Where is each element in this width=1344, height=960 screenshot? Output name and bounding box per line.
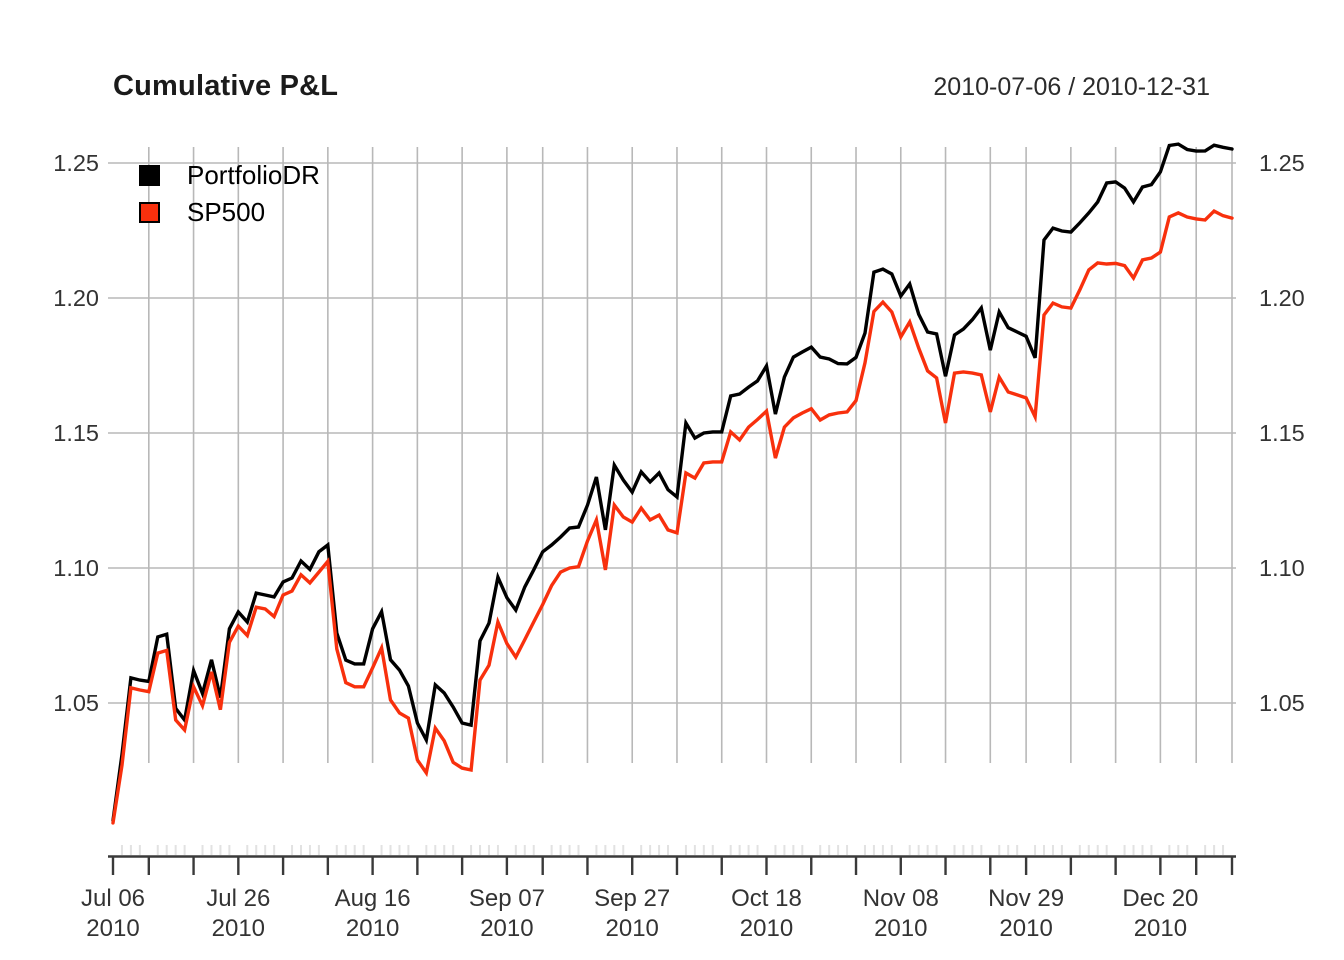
- y-tick-label-left: 1.20: [53, 285, 99, 311]
- x-tick-label: Dec 20: [1122, 885, 1198, 912]
- legend: PortfolioDR SP500: [139, 162, 320, 225]
- y-tick-label-left: 1.15: [53, 420, 99, 446]
- x-tick-label: Sep 07: [469, 885, 545, 912]
- legend-label-portfoliodr: PortfolioDR: [187, 160, 320, 190]
- x-tick-label-year: 2010: [346, 915, 399, 942]
- y-tick-label-right: 1.20: [1259, 285, 1305, 311]
- y-tick-label-right: 1.15: [1259, 420, 1305, 446]
- x-tick-label: Jul 26: [206, 885, 270, 912]
- x-tick-label-year: 2010: [740, 915, 793, 942]
- legend-item-portfoliodr: PortfolioDR: [139, 162, 320, 188]
- x-tick-label-year: 2010: [212, 915, 265, 942]
- x-tick-label: Sep 27: [594, 885, 670, 912]
- x-tick-label: Nov 29: [988, 885, 1064, 912]
- y-tick-label-left: 1.10: [53, 555, 99, 581]
- legend-label-sp500: SP500: [187, 197, 266, 227]
- sp500-swatch-icon: [139, 201, 160, 223]
- x-tick-label-year: 2010: [1134, 915, 1187, 942]
- x-tick-label: Aug 16: [335, 885, 411, 912]
- y-tick-label-left: 1.05: [53, 690, 99, 716]
- x-tick-label: Nov 08: [863, 885, 939, 912]
- series-line-portfoliodr: [111, 142, 1234, 823]
- chart-title: Cumulative P&L: [113, 70, 339, 102]
- x-tick-label-year: 2010: [606, 915, 659, 942]
- legend-item-sp500: SP500: [139, 199, 320, 225]
- series-line-sp500: [111, 209, 1234, 825]
- x-tick-label-year: 2010: [874, 915, 927, 942]
- y-tick-label-left: 1.25: [53, 150, 99, 176]
- x-tick-label-year: 2010: [86, 915, 139, 942]
- x-tick-label-year: 2010: [480, 915, 533, 942]
- y-tick-label-right: 1.05: [1259, 690, 1305, 716]
- y-tick-label-right: 1.25: [1259, 150, 1305, 176]
- x-tick-label: Jul 06: [81, 885, 145, 912]
- x-tick-label-year: 2010: [999, 915, 1052, 942]
- x-tick-label: Oct 18: [731, 885, 802, 912]
- y-tick-label-right: 1.10: [1259, 555, 1305, 581]
- portfoliodr-swatch-icon: [139, 164, 160, 186]
- chart-date-range: 2010-07-06 / 2010-12-31: [933, 73, 1210, 101]
